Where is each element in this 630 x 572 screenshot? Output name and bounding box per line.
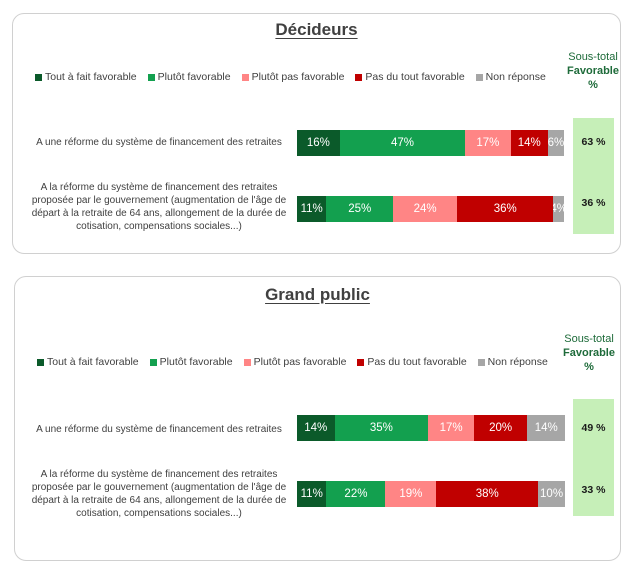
bar-segment-pas-du-tout-favorable: 14% [510,130,548,156]
bar-segment-non-reponse: 14% [527,415,565,441]
panel-grand-public: Grand public Tout à fait favorable Plutô… [14,276,621,561]
swatch-icon [355,73,363,81]
legend-item-non-reponse: Non réponse [475,71,546,83]
bar-segment-plutot-favorable: 35% [334,415,429,441]
legend-item-plutot-favorable: Plutôt favorable [147,71,231,83]
swatch-icon [475,73,483,81]
legend-item-tout-a-fait-favorable: Tout à fait favorable [37,356,139,368]
bar-segment-non-reponse: 6% [547,130,564,156]
panel-title: Décideurs [275,20,358,39]
swatch-icon [37,358,44,366]
bar-segment-non-reponse: 10% [538,481,565,507]
question-label: A une réforme du système de financement … [36,137,282,148]
bar-segment-plutot-favorable: 25% [326,196,394,222]
stacked-bar: 11%25%24%36%4% [297,196,564,222]
subtotal-header: Sous-total Favorable % [563,333,615,373]
legend-item-pas-du-tout-favorable: Pas du tout favorable [355,71,465,83]
subtotal-header: Sous-total Favorable % [567,51,619,91]
question-label: A une réforme du système de financement … [36,424,282,435]
bar-segment-tout-a-fait-favorable: 11% [297,481,327,507]
swatch-icon [241,73,249,81]
question-label: A la réforme du système de financement d… [31,182,287,232]
bar-segment-non-reponse: 4% [553,196,564,222]
legend-item-non-reponse: Non réponse [477,356,548,368]
swatch-icon [357,358,365,366]
question-label: A la réforme du système de financement d… [31,469,287,519]
legend: Tout à fait favorable Plutôt favorable P… [35,71,546,83]
bar-segment-plutot-pas-favorable: 19% [385,481,437,507]
subtotal-box [573,118,614,234]
bar-segment-pas-du-tout-favorable: 36% [457,196,554,222]
legend-item-plutot-pas-favorable: Plutôt pas favorable [241,71,344,83]
stacked-bar: 11% 22% 19% 38% 10% [297,481,565,507]
bar-segment-plutot-favorable: 22% [326,481,386,507]
stacked-bar: 14% 35% 17% 20% 14% [297,415,565,441]
subtotal-value: 49 % [581,422,606,434]
bar-segment-pas-du-tout-favorable: 38% [436,481,539,507]
bar-segment-plutot-favorable: 47% [339,130,466,156]
subtotal-box [573,399,614,516]
subtotal-value: 63 % [581,136,606,148]
swatch-icon [149,358,157,366]
subtotal-value: 33 % [581,484,606,496]
panel-title: Grand public [265,285,370,304]
legend-item-tout-a-fait-favorable: Tout à fait favorable [35,71,137,83]
legend-item-plutot-favorable: Plutôt favorable [149,356,233,368]
legend-item-pas-du-tout-favorable: Pas du tout favorable [357,356,467,368]
swatch-icon [147,73,155,81]
panel-decideurs: Décideurs Tout à fait favorable Plutôt f… [12,13,621,254]
bar-segment-plutot-pas-favorable: 17% [428,415,474,441]
bar-segment-pas-du-tout-favorable: 20% [473,415,528,441]
swatch-icon [35,73,42,81]
stacked-bar: 16% 47% 17% 14% 6% [297,130,564,156]
legend-item-plutot-pas-favorable: Plutôt pas favorable [243,356,346,368]
swatch-icon [243,358,251,366]
subtotal-value: 36 % [581,197,606,209]
legend: Tout à fait favorable Plutôt favorable P… [37,356,548,368]
swatch-icon [477,358,485,366]
bar-segment-plutot-pas-favorable: 24% [393,196,458,222]
bar-segment-tout-a-fait-favorable: 16% [297,130,340,156]
bar-segment-tout-a-fait-favorable: 14% [297,415,335,441]
bar-segment-tout-a-fait-favorable: 11% [297,196,327,222]
bar-segment-plutot-pas-favorable: 17% [465,130,511,156]
